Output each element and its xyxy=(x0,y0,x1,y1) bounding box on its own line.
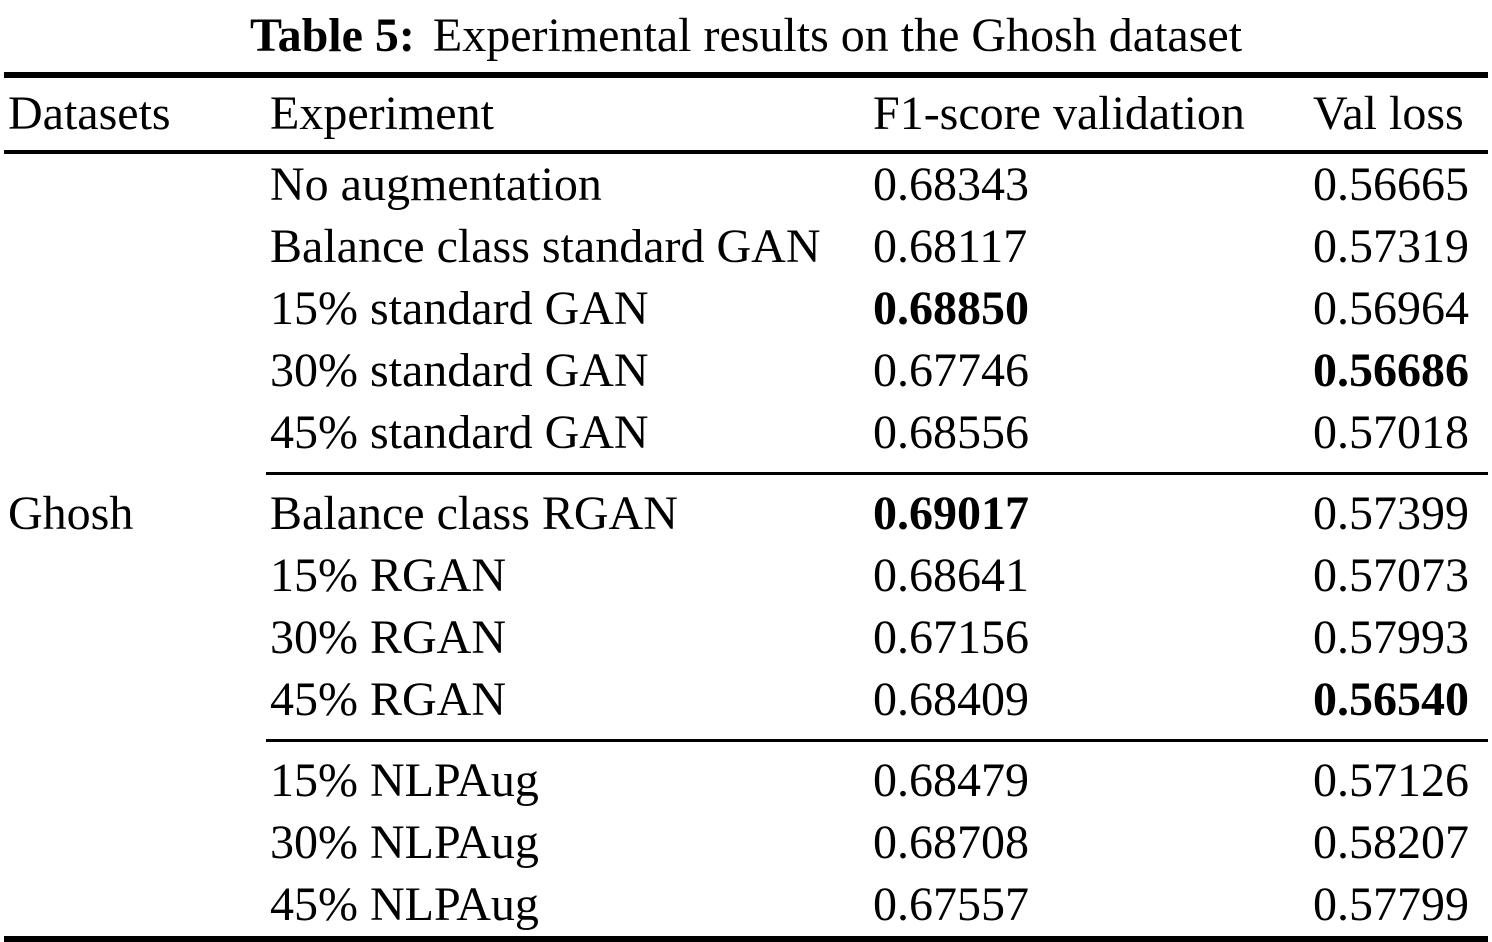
column-header-val-loss: Val loss xyxy=(1313,87,1464,140)
table-row: 45% NLPAug 0.67557 0.57799 xyxy=(0,874,1492,936)
experiment-cell: 30% standard GAN xyxy=(270,344,649,397)
mid-rule xyxy=(266,472,1488,475)
loss-cell: 0.56540 xyxy=(1313,673,1469,726)
experiment-cell: 45% standard GAN xyxy=(270,406,649,459)
loss-cell: 0.57799 xyxy=(1313,878,1469,931)
f1-cell: 0.68641 xyxy=(873,549,1029,602)
f1-cell: 0.68556 xyxy=(873,406,1029,459)
table-row: 45% standard GAN 0.68556 0.57018 xyxy=(0,402,1492,464)
table-row: 30% NLPAug 0.68708 0.58207 xyxy=(0,812,1492,874)
loss-cell: 0.57399 xyxy=(1313,487,1469,540)
experiment-cell: 30% NLPAug xyxy=(270,816,539,869)
experiment-cell: Balance class RGAN xyxy=(270,487,678,540)
group-separator xyxy=(0,464,1492,483)
loss-cell: 0.56665 xyxy=(1313,158,1469,211)
table-row: 15% standard GAN 0.68850 0.56964 xyxy=(0,278,1492,340)
loss-cell: 0.57993 xyxy=(1313,611,1469,664)
header-rule xyxy=(4,150,1488,154)
loss-cell: 0.57018 xyxy=(1313,406,1469,459)
experiment-cell: 45% RGAN xyxy=(270,673,506,726)
table-caption-text: Experimental results on the Ghosh datase… xyxy=(432,9,1243,62)
loss-cell: 0.57126 xyxy=(1313,754,1469,807)
f1-cell: 0.67156 xyxy=(873,611,1029,664)
f1-cell: 0.68479 xyxy=(873,754,1029,807)
group-separator xyxy=(0,731,1492,750)
bottom-rule xyxy=(4,936,1488,942)
f1-cell: 0.68409 xyxy=(873,673,1029,726)
f1-cell: 0.68343 xyxy=(873,158,1029,211)
table-row: 15% NLPAug 0.68479 0.57126 xyxy=(0,750,1492,812)
f1-cell: 0.69017 xyxy=(873,487,1029,540)
table-row: No augmentation 0.68343 0.56665 xyxy=(0,154,1492,216)
table-caption-number: Table 5: xyxy=(249,9,415,62)
column-header-experiment: Experiment xyxy=(270,87,494,140)
loss-cell: 0.58207 xyxy=(1313,816,1469,869)
experiment-cell: 15% NLPAug xyxy=(270,754,539,807)
loss-cell: 0.57319 xyxy=(1313,220,1469,273)
top-rule xyxy=(4,72,1488,78)
column-header-datasets: Datasets xyxy=(8,87,171,140)
loss-cell: 0.56964 xyxy=(1313,282,1469,335)
f1-cell: 0.68708 xyxy=(873,816,1029,869)
mid-rule xyxy=(266,739,1488,742)
experiment-cell: No augmentation xyxy=(270,158,602,211)
group-rgan: Ghosh Balance class RGAN 0.69017 0.57399… xyxy=(0,483,1492,731)
table-header-row: Datasets Experiment F1-score validation … xyxy=(0,78,1492,150)
f1-cell: 0.67557 xyxy=(873,878,1029,931)
table-row: 30% standard GAN 0.67746 0.56686 xyxy=(0,340,1492,402)
table-row: Balance class standard GAN 0.68117 0.573… xyxy=(0,216,1492,278)
experiment-cell: 45% NLPAug xyxy=(270,878,539,931)
table-row: 45% RGAN 0.68409 0.56540 xyxy=(0,669,1492,731)
table-row: Ghosh Balance class RGAN 0.69017 0.57399 xyxy=(0,483,1492,545)
table-row: 30% RGAN 0.67156 0.57993 xyxy=(0,607,1492,669)
group-standard-gan: No augmentation 0.68343 0.56665 Balance … xyxy=(0,154,1492,464)
table-row: 15% RGAN 0.68641 0.57073 xyxy=(0,545,1492,607)
group-nlpaug: 15% NLPAug 0.68479 0.57126 30% NLPAug 0.… xyxy=(0,750,1492,936)
f1-cell: 0.67746 xyxy=(873,344,1029,397)
experiment-cell: 30% RGAN xyxy=(270,611,506,664)
f1-cell: 0.68117 xyxy=(873,220,1028,273)
experiment-cell: 15% RGAN xyxy=(270,549,506,602)
f1-cell: 0.68850 xyxy=(873,282,1029,335)
table-caption: Table 5: Experimental results on the Gho… xyxy=(0,0,1492,72)
loss-cell: 0.56686 xyxy=(1313,344,1469,397)
column-header-f1-score: F1-score validation xyxy=(873,87,1245,140)
experiment-cell: Balance class standard GAN xyxy=(270,220,821,273)
loss-cell: 0.57073 xyxy=(1313,549,1469,602)
experiment-cell: 15% standard GAN xyxy=(270,282,649,335)
dataset-cell: Ghosh xyxy=(8,487,134,540)
